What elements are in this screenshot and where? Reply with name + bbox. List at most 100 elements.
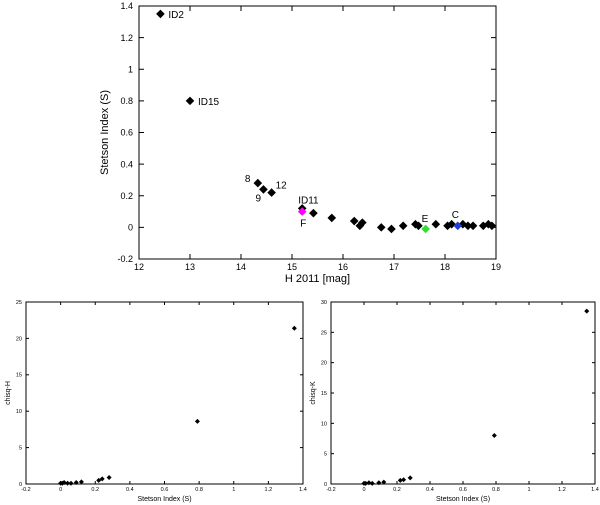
data-point	[366, 480, 372, 486]
x-axis-title: Stetson Index (S)	[436, 496, 490, 503]
data-point	[468, 221, 478, 231]
data-point	[443, 221, 452, 231]
point-annotation: 12	[276, 181, 288, 192]
data-point	[376, 480, 382, 486]
data-point	[194, 418, 200, 424]
chart-chisq-h-vs-stetson: -0.2 0 0.2 0.4 0.6 0.8 1 1.2 1.40510152025Stetso…	[5, 300, 307, 503]
plot-frame	[330, 301, 596, 485]
x-tick-label: 16	[338, 262, 348, 272]
y-tick-label: -0.2	[117, 254, 133, 264]
point-annotation: ID11	[298, 195, 319, 206]
y-tick-label: 25	[16, 300, 22, 306]
data-point	[267, 188, 276, 197]
x-tick-label: 19	[491, 262, 501, 272]
point-annotation: 8	[245, 174, 251, 185]
x-tick-label: 0.4	[126, 487, 134, 493]
data-point	[458, 219, 468, 229]
data-point	[156, 9, 165, 19]
x-axis-title: Stetson Index (S)	[137, 496, 191, 503]
data-point	[369, 480, 375, 486]
data-point	[431, 219, 441, 229]
point-annotation: C	[452, 210, 459, 221]
highlighted-data-point	[297, 207, 307, 216]
x-tick-label: 0.4	[426, 487, 434, 493]
data-point	[397, 477, 403, 483]
y-axis-title: Stetson Index (S)	[99, 90, 111, 175]
x-tick-label: 0.6	[459, 487, 467, 493]
y-tick-label: 20	[321, 361, 327, 367]
data-point	[355, 221, 365, 231]
data-point	[487, 221, 497, 231]
x-tick-label: 0.8	[492, 487, 500, 493]
x-tick-label: 1	[527, 487, 530, 493]
y-tick-label: 1.4	[120, 1, 133, 11]
x-tick-label: 1	[232, 487, 235, 493]
y-tick-label: 0.4	[120, 159, 133, 169]
data-point	[309, 208, 318, 218]
y-axis-title: chisq-H	[5, 381, 12, 405]
point-annotation: E	[422, 214, 429, 225]
data-point	[478, 221, 488, 231]
x-tick-label: 15	[287, 262, 297, 272]
data-point	[106, 474, 112, 480]
x-tick-label: 1.4	[591, 487, 599, 493]
x-tick-label: 0	[59, 487, 62, 493]
data-point	[185, 96, 195, 106]
data-point	[463, 221, 473, 231]
highlighted-data-point	[421, 224, 430, 234]
plot-frame	[25, 301, 304, 485]
y-tick-label: 10	[321, 421, 327, 427]
y-tick-label: 0	[128, 223, 133, 233]
data-point	[65, 480, 71, 486]
data-point	[259, 185, 268, 194]
data-point	[358, 218, 367, 227]
data-point	[363, 480, 369, 486]
x-tick-label: 14	[236, 262, 246, 272]
point-annotation: F	[300, 219, 306, 230]
data-point	[78, 479, 84, 485]
y-tick-label: 0.6	[120, 128, 133, 138]
y-tick-label: 30	[321, 300, 327, 306]
data-point	[253, 178, 263, 188]
y-axis-title: chisq-K	[310, 381, 317, 405]
y-tick-label: 15	[321, 391, 327, 397]
data-point	[401, 477, 407, 483]
data-point	[381, 479, 387, 485]
y-tick-label: 20	[16, 336, 22, 342]
data-point	[414, 221, 423, 231]
x-tick-label: 1.4	[299, 487, 307, 493]
point-annotation: 9	[255, 193, 261, 204]
x-tick-label: 17	[389, 262, 399, 272]
data-point	[411, 219, 420, 229]
x-tick-label: 1.2	[265, 487, 273, 493]
x-tick-label: 0.8	[195, 487, 203, 493]
chart-chisq-k-vs-stetson: -0.2 0 0.2 0.4 0.6 0.8 1 1.2 1.4051015202530Stet…	[310, 300, 599, 503]
data-point	[99, 476, 105, 482]
x-tick-label: 0.6	[161, 487, 169, 493]
plot-frame	[138, 5, 497, 260]
data-point	[349, 216, 359, 226]
x-tick-label: -0.2	[21, 487, 30, 493]
data-point	[291, 325, 297, 331]
x-tick-label: 0.2	[393, 487, 401, 493]
chart-stetson-vs-h-mag: 12 13 14 15 16 17 18 19 -0.2 0 0.2 0.4 0.6 0.8 1 1.2 1.4…	[99, 1, 501, 285]
x-tick-label: 12	[134, 262, 144, 272]
data-point	[447, 219, 456, 229]
x-axis-title: H 2011 [mag]	[285, 273, 350, 285]
point-annotation: ID2	[168, 10, 184, 21]
x-tick-label: 0	[362, 487, 365, 493]
data-point	[398, 221, 408, 231]
data-point	[68, 480, 74, 486]
data-point	[61, 480, 67, 486]
y-tick-label: 5	[19, 446, 22, 452]
x-tick-label: 18	[440, 262, 450, 272]
data-point	[327, 213, 337, 223]
x-tick-label: 1.2	[558, 487, 566, 493]
y-tick-label: 0	[19, 482, 22, 488]
data-point	[491, 432, 497, 438]
data-point	[73, 480, 79, 486]
y-tick-label: 0.8	[120, 96, 133, 106]
data-point	[376, 223, 386, 232]
y-tick-label: 1	[128, 64, 133, 74]
